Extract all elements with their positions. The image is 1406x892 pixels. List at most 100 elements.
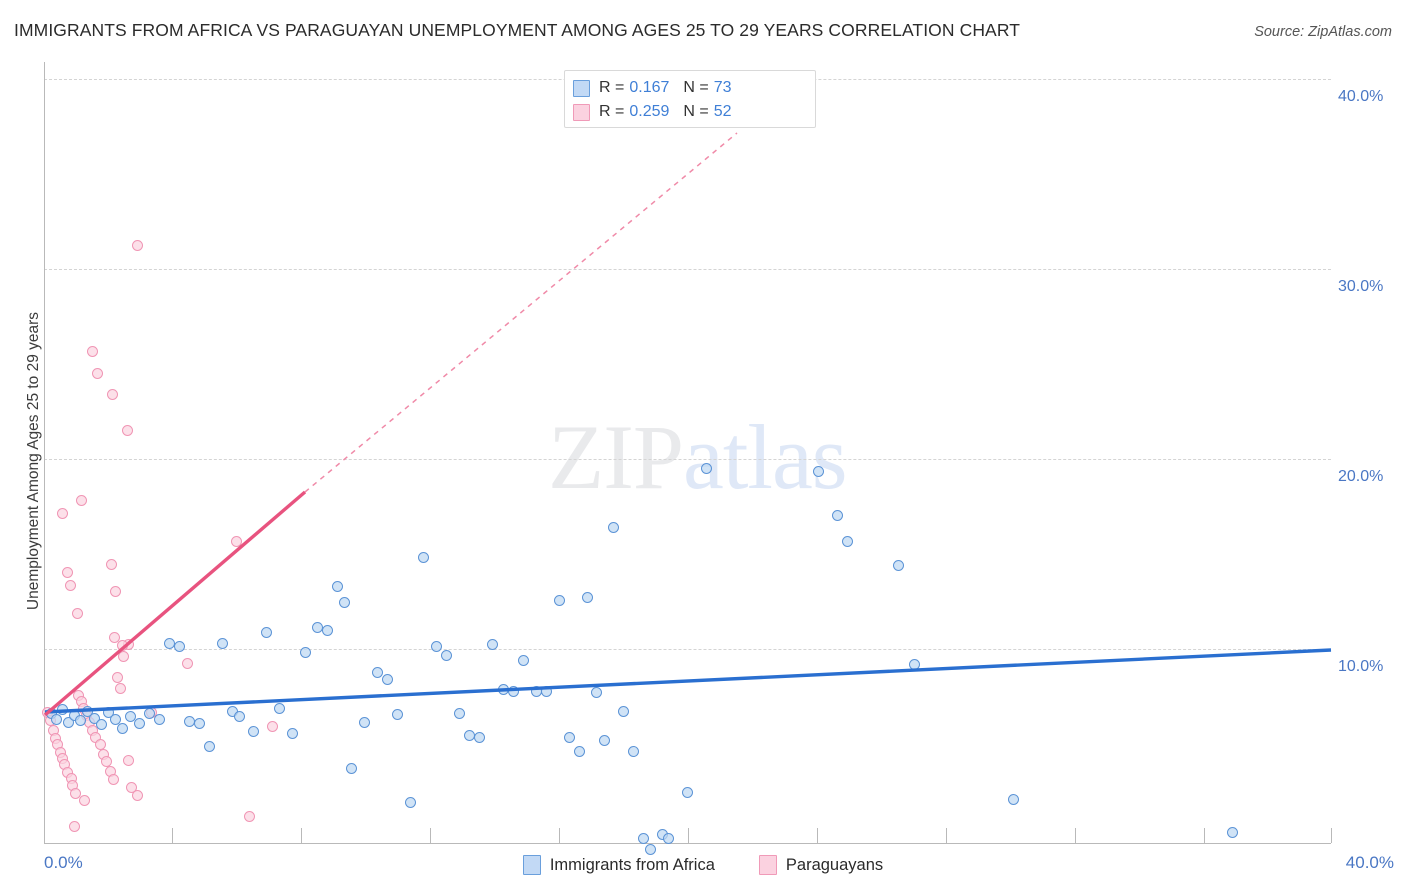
data-point-immigrants-from-africa xyxy=(193,717,205,729)
data-point-immigrants-from-africa xyxy=(590,686,602,698)
x-tick xyxy=(817,828,818,843)
data-point-paraguayans xyxy=(109,585,121,597)
data-point-paraguayans xyxy=(68,820,80,832)
data-point-immigrants-from-africa xyxy=(440,649,452,661)
data-point-paraguayans xyxy=(105,558,117,570)
legend-swatch-blue xyxy=(522,855,541,875)
data-point-immigrants-from-africa xyxy=(573,745,585,757)
data-point-immigrants-from-africa xyxy=(463,729,475,741)
legend-item-paraguayans[interactable]: Paraguayans xyxy=(758,855,884,875)
stats-n-label-blue: N = xyxy=(683,79,709,96)
data-point-immigrants-from-africa xyxy=(681,786,693,798)
data-point-immigrants-from-africa xyxy=(163,637,175,649)
data-point-immigrants-from-africa xyxy=(540,685,552,697)
y-tick-label-10: 10.0% xyxy=(1338,658,1384,675)
y-tick-label-40: 40.0% xyxy=(1338,88,1384,105)
correlation-stats-box: R = 0.167 N = 73 R = 0.259 N = 52 xyxy=(564,70,816,128)
data-point-immigrants-from-africa xyxy=(908,658,920,670)
data-point-immigrants-from-africa xyxy=(338,596,350,608)
x-tick xyxy=(172,828,173,843)
data-point-immigrants-from-africa xyxy=(321,624,333,636)
x-tick xyxy=(301,828,302,843)
source-label: Source: ZipAtlas.com xyxy=(1254,24,1392,40)
data-point-paraguayans xyxy=(107,773,119,785)
data-point-paraguayans xyxy=(61,566,73,578)
data-point-immigrants-from-africa xyxy=(644,843,656,855)
data-point-paraguayans xyxy=(131,239,143,251)
data-point-immigrants-from-africa xyxy=(517,654,529,666)
data-point-immigrants-from-africa xyxy=(662,832,674,844)
data-point-immigrants-from-africa xyxy=(233,710,245,722)
data-point-immigrants-from-africa xyxy=(1226,826,1238,838)
stats-n-value-blue: 73 xyxy=(713,79,732,96)
stats-swatch-blue xyxy=(573,79,590,97)
data-point-immigrants-from-africa xyxy=(563,731,575,743)
stats-r-value-pink: 0.259 xyxy=(629,103,670,120)
data-point-paraguayans xyxy=(114,682,126,694)
data-point-immigrants-from-africa xyxy=(62,716,74,728)
data-point-immigrants-from-africa xyxy=(507,685,519,697)
data-point-immigrants-from-africa xyxy=(486,638,498,650)
data-point-immigrants-from-africa xyxy=(430,640,442,652)
data-point-immigrants-from-africa xyxy=(133,717,145,729)
data-point-paraguayans xyxy=(69,787,81,799)
data-point-immigrants-from-africa xyxy=(143,707,155,719)
data-point-immigrants-from-africa xyxy=(1007,793,1019,805)
data-point-paraguayans xyxy=(121,424,133,436)
data-point-immigrants-from-africa xyxy=(331,580,343,592)
stats-n-value-pink: 52 xyxy=(713,103,732,120)
data-point-immigrants-from-africa xyxy=(116,722,128,734)
data-point-paraguayans xyxy=(125,781,137,793)
data-point-paraguayans xyxy=(122,754,134,766)
page-title: IMMIGRANTS FROM AFRICA VS PARAGUAYAN UNE… xyxy=(14,20,1021,40)
data-point-immigrants-from-africa xyxy=(358,716,370,728)
data-point-immigrants-from-africa xyxy=(453,707,465,719)
data-point-paraguayans xyxy=(243,810,255,822)
data-point-immigrants-from-africa xyxy=(831,509,843,521)
x-tick xyxy=(1204,828,1205,843)
data-point-immigrants-from-africa xyxy=(530,685,542,697)
x-tick xyxy=(946,828,947,843)
legend-label-blue: Immigrants from Africa xyxy=(549,855,715,874)
legend-item-immigrants-from-africa[interactable]: Immigrants from Africa xyxy=(522,855,715,875)
y-axis-title-wrap: Unemployment Among Ages 25 to 29 years xyxy=(14,62,42,843)
stats-swatch-pink xyxy=(573,103,590,121)
y-tick-label-20: 20.0% xyxy=(1338,468,1384,485)
stats-row-blue: R = 0.167 N = 73 xyxy=(573,76,807,100)
data-point-paraguayans xyxy=(56,507,68,519)
y-tick-label-30: 30.0% xyxy=(1338,278,1384,295)
x-tick-label-max: 40.0% xyxy=(1345,853,1394,872)
data-point-immigrants-from-africa xyxy=(173,640,185,652)
y-axis-line xyxy=(44,62,45,843)
stats-row-pink: R = 0.259 N = 52 xyxy=(573,100,807,124)
data-point-immigrants-from-africa xyxy=(417,551,429,563)
data-point-immigrants-from-africa xyxy=(286,727,298,739)
data-point-immigrants-from-africa xyxy=(404,796,416,808)
data-point-paraguayans xyxy=(64,579,76,591)
data-point-paraguayans xyxy=(106,388,118,400)
stats-n-label-pink: N = xyxy=(683,103,709,120)
chart-legend: Immigrants from Africa Paraguayans xyxy=(0,850,1406,880)
data-point-immigrants-from-africa xyxy=(345,762,357,774)
x-axis-line xyxy=(44,843,1331,844)
data-point-immigrants-from-africa xyxy=(50,713,62,725)
data-point-paraguayans xyxy=(131,789,143,801)
legend-label-pink: Paraguayans xyxy=(785,855,884,874)
data-point-paraguayans xyxy=(78,794,90,806)
data-point-paraguayans xyxy=(91,367,103,379)
data-point-immigrants-from-africa xyxy=(260,626,272,638)
data-point-immigrants-from-africa xyxy=(381,673,393,685)
data-point-paraguayans xyxy=(71,607,83,619)
data-point-immigrants-from-africa xyxy=(812,465,824,477)
legend-swatch-pink xyxy=(758,855,777,875)
x-tick xyxy=(1075,828,1076,843)
data-point-immigrants-from-africa xyxy=(607,521,619,533)
data-point-immigrants-from-africa xyxy=(598,734,610,746)
data-point-immigrants-from-africa xyxy=(311,621,323,633)
scatter-plot-area xyxy=(41,62,1331,855)
data-point-immigrants-from-africa xyxy=(627,745,639,757)
data-point-paraguayans xyxy=(181,657,193,669)
data-point-paraguayans xyxy=(111,671,123,683)
data-point-immigrants-from-africa xyxy=(247,725,259,737)
data-point-immigrants-from-africa xyxy=(581,591,593,603)
